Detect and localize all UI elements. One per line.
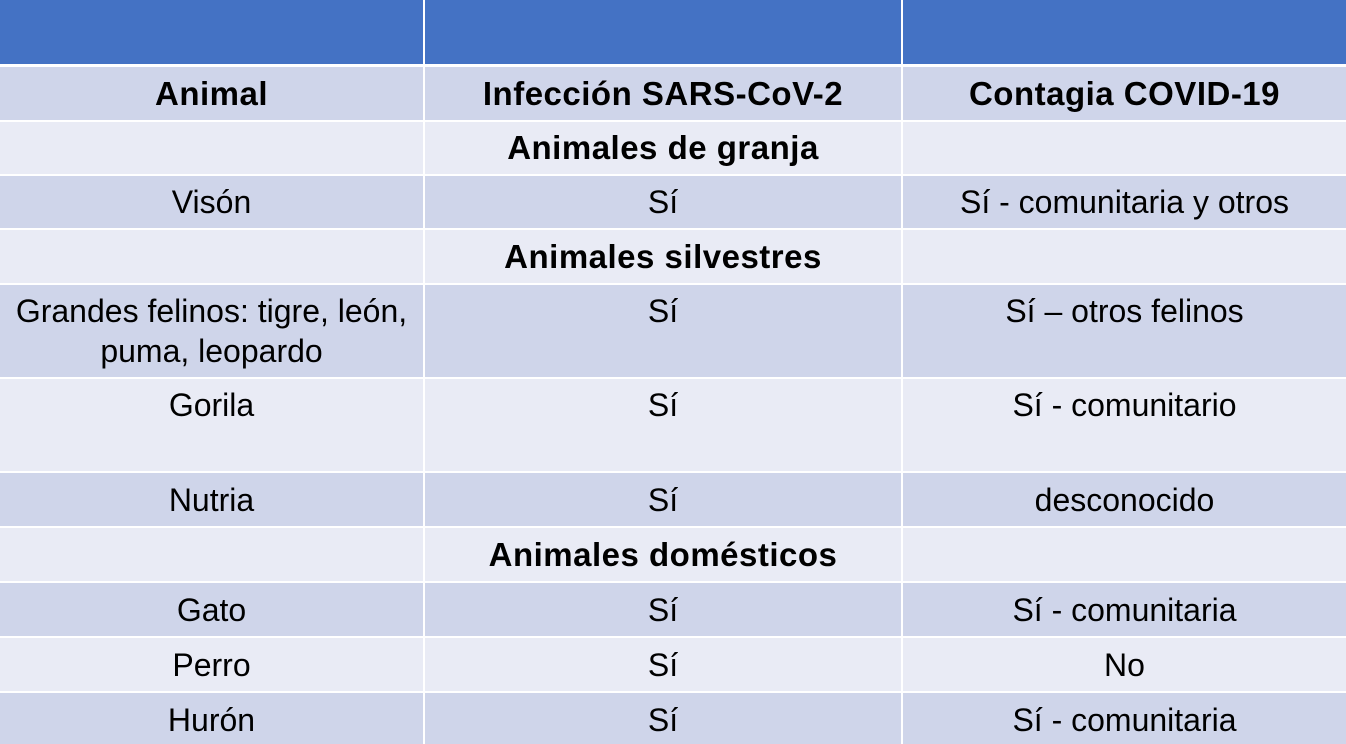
animal-cell: Hurón: [0, 692, 425, 744]
section-row-granja: Animales de granja: [0, 121, 1346, 176]
section-spacer: [0, 229, 425, 285]
band-cell: [0, 0, 425, 67]
contagia-cell: Sí - comunitario: [902, 378, 1346, 473]
section-row-domesticos: Animales domésticos: [0, 527, 1346, 583]
section-title: Animales domésticos: [424, 527, 903, 583]
table-row: Visón Sí Sí - comunitaria y otros: [0, 175, 1346, 230]
animal-cell: Visón: [0, 175, 425, 230]
animal-cell: Perro: [0, 637, 425, 693]
contagia-cell: Sí - comunitaria: [902, 582, 1346, 638]
section-spacer: [902, 229, 1346, 285]
section-spacer: [0, 121, 425, 176]
animal-cell: Grandes felinos: tigre, león, puma, leop…: [0, 284, 425, 379]
table-top-band: [0, 0, 1346, 67]
column-header-contagia: Contagia COVID-19: [902, 65, 1346, 122]
animal-cell: Gorila: [0, 378, 425, 473]
section-title: Animales de granja: [424, 121, 903, 176]
infeccion-cell: Sí: [424, 378, 903, 473]
infeccion-cell: Sí: [424, 582, 903, 638]
column-header-infeccion: Infección SARS-CoV-2: [424, 65, 903, 122]
infeccion-cell: Sí: [424, 284, 903, 379]
column-header-animal: Animal: [0, 65, 425, 122]
contagia-cell: Sí – otros felinos: [902, 284, 1346, 379]
animal-cell: Gato: [0, 582, 425, 638]
infeccion-cell: Sí: [424, 175, 903, 230]
table-row: Gorila Sí Sí - comunitario: [0, 378, 1346, 473]
band-cell: [902, 0, 1346, 67]
animal-cell: Nutria: [0, 472, 425, 528]
infeccion-cell: Sí: [424, 637, 903, 693]
table-row: Gato Sí Sí - comunitaria: [0, 582, 1346, 638]
infeccion-cell: Sí: [424, 692, 903, 744]
contagia-cell: desconocido: [902, 472, 1346, 528]
infeccion-cell: Sí: [424, 472, 903, 528]
contagia-cell: Sí - comunitaria: [902, 692, 1346, 744]
section-spacer: [902, 121, 1346, 176]
section-spacer: [902, 527, 1346, 583]
table-row: Nutria Sí desconocido: [0, 472, 1346, 528]
contagia-cell: No: [902, 637, 1346, 693]
table-row: Grandes felinos: tigre, león, puma, leop…: [0, 284, 1346, 379]
section-spacer: [0, 527, 425, 583]
section-row-silvestres: Animales silvestres: [0, 229, 1346, 285]
table-header-row: Animal Infección SARS-CoV-2 Contagia COV…: [0, 65, 1346, 122]
contagia-cell: Sí - comunitaria y otros: [902, 175, 1346, 230]
band-cell: [424, 0, 903, 67]
table-row: Perro Sí No: [0, 637, 1346, 693]
section-title: Animales silvestres: [424, 229, 903, 285]
table-row: Hurón Sí Sí - comunitaria: [0, 692, 1346, 744]
